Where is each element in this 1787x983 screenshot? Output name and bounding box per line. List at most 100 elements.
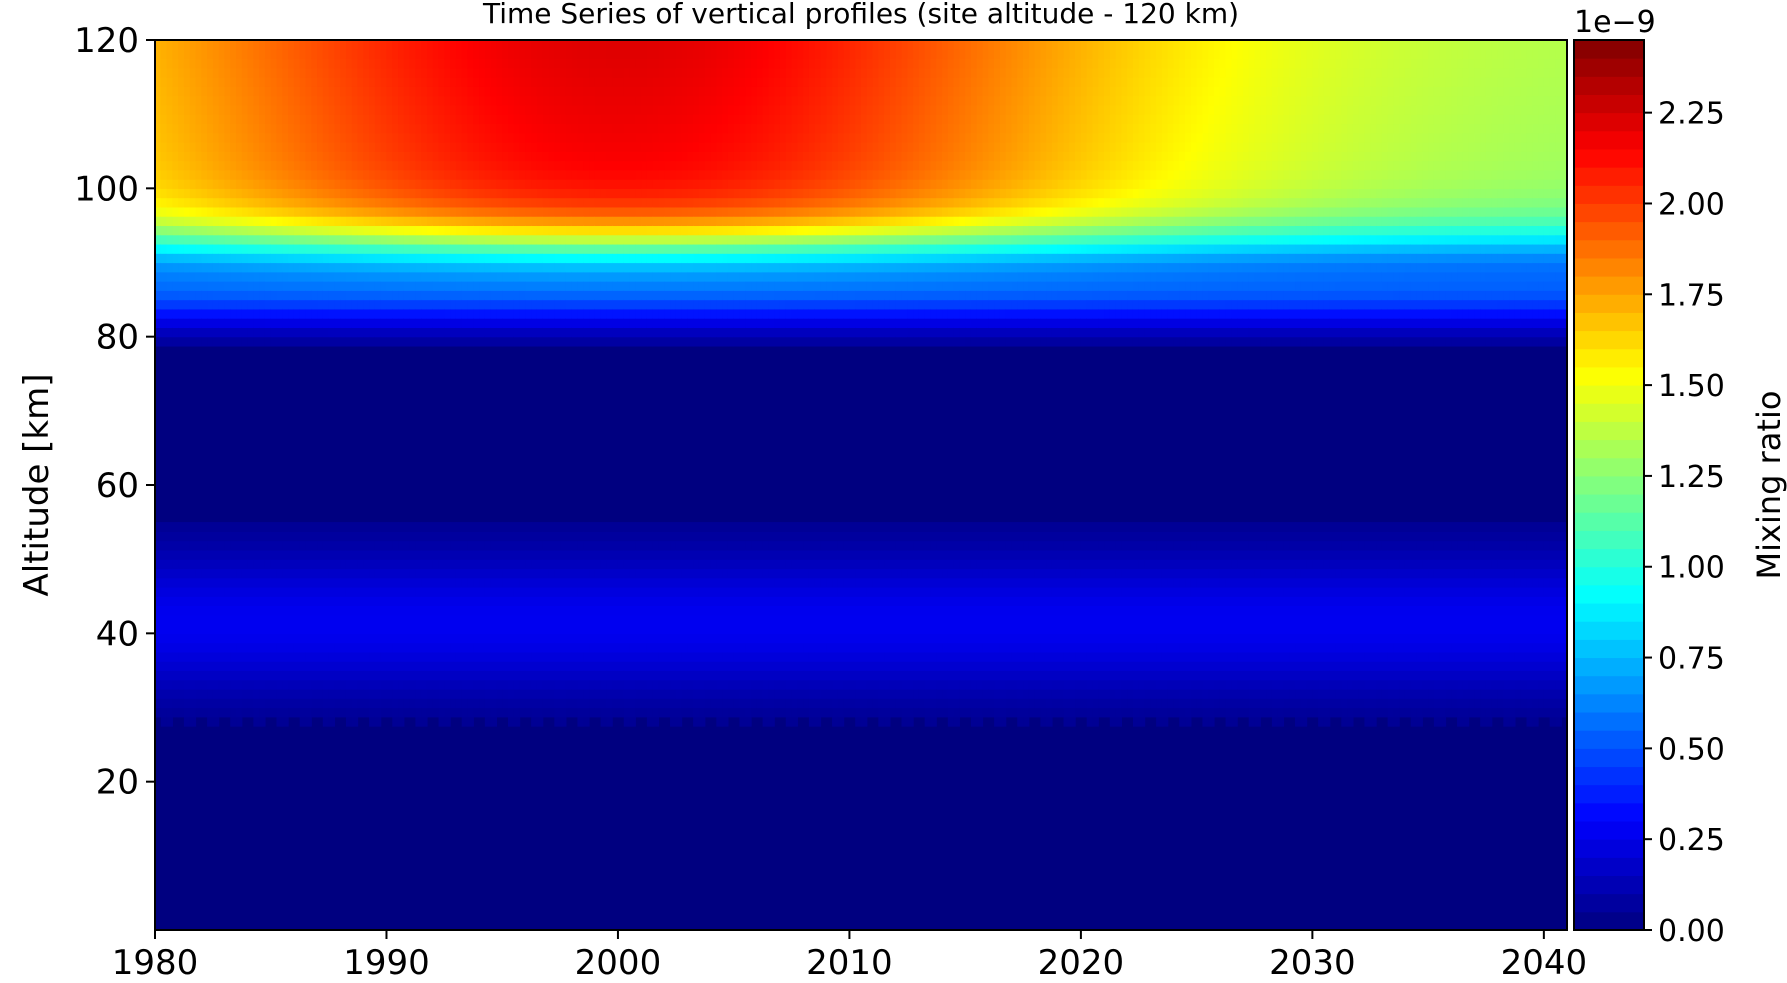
heatmap-cell	[409, 262, 417, 273]
heatmap-cell	[317, 522, 324, 532]
heatmap-cell	[317, 123, 324, 134]
heatmap-cell	[317, 299, 324, 310]
heatmap-cell	[357, 540, 364, 551]
heatmap-cell	[218, 290, 226, 301]
heatmap-cell	[398, 586, 405, 597]
heatmap-cell	[513, 688, 521, 699]
heatmap-cell	[426, 577, 434, 588]
heatmap-cell	[421, 651, 428, 662]
heatmap-cell	[224, 141, 231, 152]
heatmap-cell	[322, 661, 330, 672]
heatmap-cell	[484, 49, 492, 60]
heatmap-cell	[473, 160, 480, 171]
heatmap-cell	[681, 299, 688, 310]
heatmap-cell	[467, 633, 474, 644]
heatmap-cell	[398, 114, 405, 125]
heatmap-cell	[218, 67, 226, 78]
heatmap-cell	[160, 95, 168, 106]
heatmap-cell	[531, 559, 538, 570]
heatmap-cell	[207, 586, 214, 597]
heatmap-cell	[606, 262, 613, 273]
heatmap-cell	[519, 336, 526, 347]
heatmap-cell	[264, 624, 272, 634]
heatmap-cell	[664, 596, 671, 607]
heatmap-cell	[600, 132, 607, 143]
heatmap-cell	[658, 614, 665, 625]
heatmap-cell	[664, 308, 671, 319]
heatmap-cell	[415, 160, 422, 171]
heatmap-cell	[484, 577, 492, 588]
heatmap-cell	[455, 568, 463, 579]
heatmap-cell	[461, 661, 469, 672]
heatmap-cell	[421, 568, 428, 579]
heatmap-cell	[641, 336, 648, 347]
heatmap-cell	[288, 308, 295, 319]
heatmap-cell	[230, 271, 237, 282]
heatmap-cell	[340, 58, 347, 69]
heatmap-cell	[345, 522, 353, 532]
heatmap-cell	[450, 688, 457, 699]
heatmap-cell	[224, 188, 231, 199]
heatmap-cell	[444, 206, 451, 217]
heatmap-cell	[305, 86, 312, 97]
heatmap-cell	[212, 531, 220, 542]
heatmap-cell	[328, 160, 335, 171]
heatmap-cell	[218, 141, 226, 152]
heatmap-cell	[508, 624, 515, 634]
heatmap-cell	[461, 123, 469, 134]
heatmap-cell	[421, 716, 428, 727]
heatmap-cell	[247, 281, 254, 291]
heatmap-cell	[409, 549, 417, 560]
heatmap-cell	[484, 281, 492, 291]
heatmap-cell	[664, 531, 671, 542]
heatmap-cell	[230, 642, 237, 653]
heatmap-cell	[403, 206, 411, 217]
heatmap-cell	[646, 614, 654, 625]
heatmap-cell	[369, 299, 376, 310]
heatmap-cell	[201, 151, 208, 162]
heatmap-cell	[594, 318, 602, 328]
heatmap-cell	[178, 698, 185, 709]
heatmap-cell	[513, 243, 521, 254]
heatmap-cell	[635, 290, 642, 301]
heatmap-cell	[207, 281, 214, 291]
heatmap-cell	[403, 225, 411, 236]
heatmap-cell	[155, 559, 162, 570]
heatmap-cell	[589, 253, 596, 264]
heatmap-cell	[305, 568, 312, 579]
heatmap-cell	[421, 661, 428, 672]
heatmap-cell	[565, 188, 573, 199]
heatmap-cell	[670, 86, 677, 97]
heatmap-cell	[207, 299, 214, 310]
heatmap-cell	[259, 633, 266, 644]
heatmap-cell	[594, 596, 602, 607]
heatmap-cell	[259, 596, 266, 607]
heatmap-cell	[681, 651, 688, 662]
heatmap-cell	[218, 77, 226, 87]
heatmap-cell	[288, 197, 295, 208]
heatmap-cell	[363, 104, 370, 115]
heatmap-cell	[322, 271, 330, 282]
heatmap-cell	[479, 188, 486, 199]
heatmap-cell	[432, 271, 440, 282]
heatmap-cell	[560, 688, 567, 699]
heatmap-cell	[172, 624, 179, 634]
heatmap-cell	[484, 290, 492, 301]
heatmap-cell	[369, 531, 376, 542]
heatmap-cell	[236, 77, 243, 87]
heatmap-cell	[594, 40, 602, 50]
heatmap-cell	[560, 336, 567, 347]
heatmap-cell	[508, 605, 515, 616]
heatmap-cell	[519, 318, 526, 328]
heatmap-cell	[479, 40, 486, 50]
heatmap-cell	[357, 141, 364, 152]
heatmap-cell	[166, 86, 173, 97]
heatmap-cell	[612, 679, 619, 690]
heatmap-cell	[641, 559, 648, 570]
heatmap-cell	[270, 151, 278, 162]
heatmap-cell	[317, 318, 324, 328]
heatmap-cell	[577, 104, 584, 115]
heatmap-cell	[264, 679, 272, 690]
heatmap-cell	[311, 123, 318, 134]
heatmap-cell	[201, 77, 208, 87]
